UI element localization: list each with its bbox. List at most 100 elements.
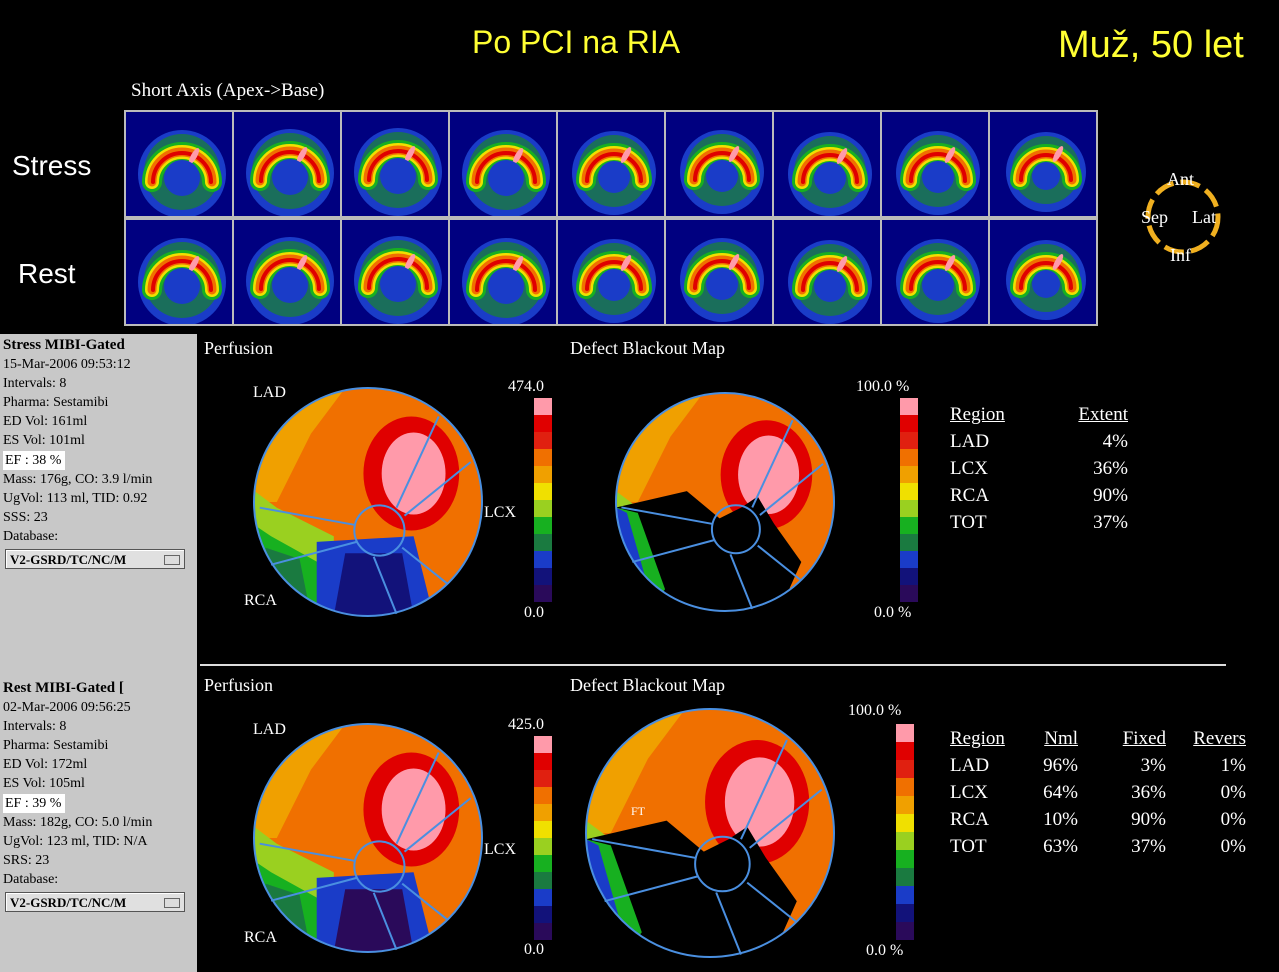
colorbar-band [896, 760, 914, 778]
rest-lad-label: LAD [253, 721, 286, 738]
rest-intervals: Intervals: 8 [3, 719, 67, 735]
table-cell: 10% [1043, 809, 1078, 830]
colorbar-band [896, 904, 914, 922]
stress-blackout-scale-min: 0.0 % [874, 604, 912, 621]
orientation-compass: Ant Sep Lat Inf [1138, 169, 1228, 265]
orientation-sep: Sep [1141, 207, 1168, 227]
table-cell: 36% [1093, 458, 1128, 479]
stress-extent-table: Region Extent LAD 4% LCX 36% RCA 90% TOT 37% [950, 404, 1128, 539]
rest-blackout-title: Defect Blackout Map [570, 675, 725, 695]
table-header-cell: Revers [1193, 728, 1246, 749]
dropdown-icon[interactable] [164, 555, 180, 566]
colorbar-band [900, 432, 918, 449]
stress-date: 15-Mar-2006 09:53:12 [3, 357, 131, 373]
stress-perfusion-polar-map [253, 387, 483, 617]
stress-ed-vol: ED Vol: 161ml [3, 414, 88, 430]
table-header-cell: Extent [1078, 404, 1128, 425]
table-row: TOT 63% 37% 0% [950, 836, 1246, 863]
table-row: RCA 10% 90% 0% [950, 809, 1246, 836]
colorbar-band [534, 736, 552, 753]
stress-intervals: Intervals: 8 [3, 376, 67, 392]
colorbar-band [534, 466, 552, 483]
table-row: LCX 36% [950, 458, 1128, 485]
table-header-cell: Fixed [1122, 728, 1166, 749]
stress-perfusion-scale-max: 474.0 [508, 378, 544, 395]
table-header-row: Region Extent [950, 404, 1128, 431]
stress-rca-label: RCA [244, 592, 277, 609]
stress-slice-4 [450, 112, 556, 216]
colorbar-band [534, 872, 552, 889]
stress-pharma: Pharma: Sestamibi [3, 395, 109, 411]
rest-rca-label: RCA [244, 929, 277, 946]
colorbar-band [900, 483, 918, 500]
rest-database-select[interactable]: V2-GSRD/TC/NC/M [5, 892, 185, 913]
table-cell: 37% [1131, 836, 1166, 857]
rest-extent-table: Region Nml Fixed Revers LAD 96% 3% 1% LCX 64% 36% 0… [950, 728, 1246, 863]
colorbar-band [534, 855, 552, 872]
table-cell: LAD [950, 755, 990, 776]
rest-ed-vol: ED Vol: 172ml [3, 757, 88, 773]
colorbar-band [534, 753, 552, 770]
colorbar-band [534, 483, 552, 500]
rest-perfusion-scale-max: 425.0 [508, 716, 544, 733]
colorbar-band [900, 568, 918, 585]
colorbar-band [896, 886, 914, 904]
rest-database-value: V2-GSRD/TC/NC/M [10, 895, 127, 911]
stress-blackout-colorbar [900, 398, 918, 602]
colorbar-band [534, 585, 552, 602]
stress-info-title: Stress MIBI-Gated [3, 337, 125, 353]
rest-slice-4 [450, 220, 556, 324]
stress-database-select[interactable]: V2-GSRD/TC/NC/M [5, 549, 185, 570]
colorbar-band [896, 814, 914, 832]
rest-slice-3 [342, 220, 448, 324]
rest-blackout-scale-max: 100.0 % [848, 702, 902, 719]
table-cell: 0% [1220, 809, 1246, 830]
table-cell: LCX [950, 782, 988, 803]
rest-database-label: Database: [3, 871, 59, 887]
rest-row-label: Rest [18, 258, 76, 289]
rest-pharma: Pharma: Sestamibi [3, 738, 109, 754]
rest-perfusion-colorbar [534, 736, 552, 940]
colorbar-band [534, 787, 552, 804]
stress-database-value: V2-GSRD/TC/NC/M [10, 552, 127, 568]
table-cell: RCA [950, 809, 990, 830]
colorbar-band [900, 517, 918, 534]
rest-slice-2 [234, 220, 340, 324]
colorbar-band [534, 432, 552, 449]
stress-database-label: Database: [3, 528, 59, 544]
table-cell: 3% [1140, 755, 1166, 776]
table-cell: 0% [1220, 836, 1246, 857]
rest-info-title: Rest MIBI-Gated [ [3, 680, 124, 696]
colorbar-band [896, 796, 914, 814]
stress-slice-1 [126, 112, 232, 216]
stress-mass: Mass: 176g, CO: 3.9 l/min [3, 471, 153, 487]
rest-slice-8 [882, 220, 988, 324]
page-title: Po PCI na RIA [472, 24, 681, 60]
colorbar-band [896, 724, 914, 742]
colorbar-band [534, 838, 552, 855]
patient-label: Muž, 50 let [1058, 24, 1244, 66]
rest-ugvol: UgVol: 123 ml, TID: N/A [3, 833, 148, 849]
orientation-inf: Inf [1170, 245, 1191, 265]
stress-slice-6 [666, 112, 772, 216]
table-cell: 64% [1043, 782, 1078, 803]
colorbar-band [896, 832, 914, 850]
rest-slice-7 [774, 220, 880, 324]
dropdown-icon[interactable] [164, 898, 180, 909]
colorbar-band [900, 551, 918, 568]
rest-mass: Mass: 182g, CO: 5.0 l/min [3, 814, 153, 830]
colorbar-band [534, 821, 552, 838]
table-header-row: Region Nml Fixed Revers [950, 728, 1246, 755]
colorbar-band [534, 517, 552, 534]
colorbar-band [900, 585, 918, 602]
colorbar-band [896, 850, 914, 868]
table-header-cell: Region [950, 404, 1005, 425]
rest-slice-9 [990, 220, 1096, 324]
table-header-cell: Nml [1044, 728, 1078, 749]
colorbar-band [900, 449, 918, 466]
colorbar-band [534, 551, 552, 568]
colorbar-band [534, 923, 552, 940]
table-row: LAD 96% 3% 1% [950, 755, 1246, 782]
stress-es-vol: ES Vol: 101ml [3, 433, 85, 449]
table-cell: 1% [1220, 755, 1246, 776]
